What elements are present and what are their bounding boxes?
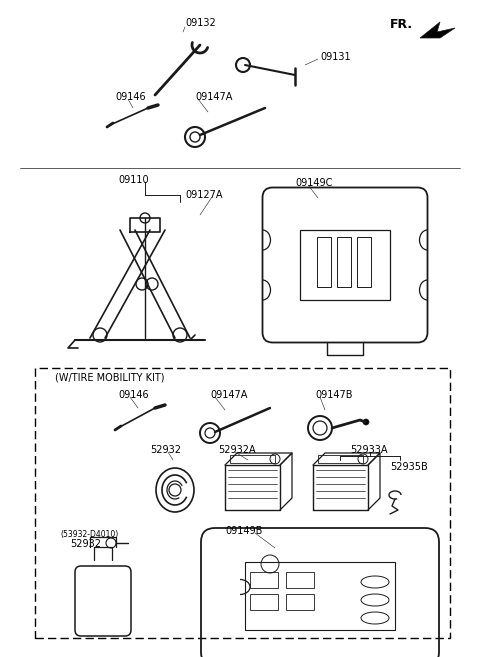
Text: (W/TIRE MOBILITY KIT): (W/TIRE MOBILITY KIT): [55, 373, 165, 383]
Text: 09149C: 09149C: [295, 178, 332, 188]
Bar: [35, 368, 450, 638]
Bar: [245, 562, 395, 630]
Text: 09146: 09146: [118, 390, 149, 400]
Text: 52935B: 52935B: [390, 462, 428, 472]
Text: 52932: 52932: [150, 445, 181, 455]
Text: 52932A: 52932A: [218, 445, 256, 455]
Text: (53932-D4010): (53932-D4010): [60, 530, 118, 539]
Text: 09132: 09132: [185, 18, 216, 28]
Text: 09147A: 09147A: [195, 92, 232, 102]
Circle shape: [363, 419, 369, 425]
Bar: [318, 455, 363, 463]
Bar: [337, 237, 351, 287]
Bar: [230, 455, 275, 463]
Bar: [250, 572, 278, 588]
Text: 52933A: 52933A: [350, 445, 387, 455]
Bar: [286, 572, 314, 588]
Bar: [357, 237, 371, 287]
Text: 09127A: 09127A: [185, 190, 223, 200]
Bar: [317, 237, 331, 287]
Text: 09149B: 09149B: [225, 526, 263, 536]
Polygon shape: [420, 22, 455, 38]
Text: 09147A: 09147A: [210, 390, 247, 400]
Bar: [250, 594, 278, 610]
Bar: [286, 594, 314, 610]
Bar: [300, 230, 390, 300]
Text: 09147B: 09147B: [315, 390, 352, 400]
Text: 09110: 09110: [118, 175, 149, 185]
Text: 09131: 09131: [320, 52, 350, 62]
Text: FR.: FR.: [390, 18, 413, 31]
Text: 09146: 09146: [115, 92, 145, 102]
Text: 52932: 52932: [70, 539, 101, 549]
